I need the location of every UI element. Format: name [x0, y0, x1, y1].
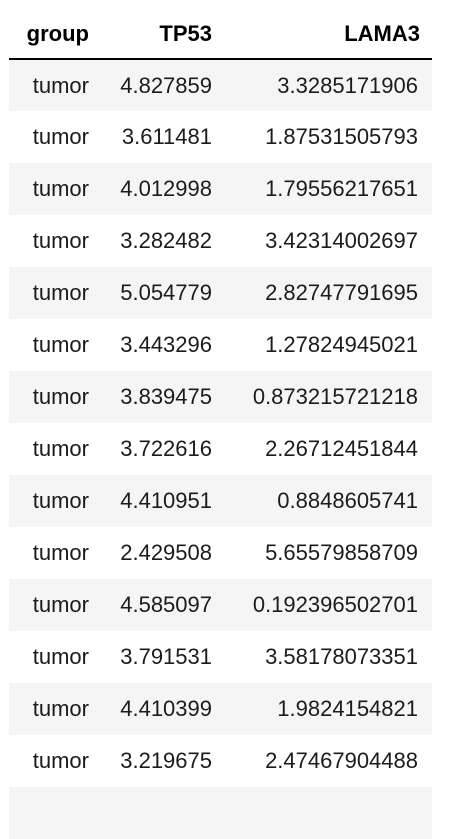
- column-header-tp53: TP53: [97, 9, 224, 60]
- table-row: tumor 3.219675 2.47467904488: [9, 735, 432, 787]
- cell-tp53: 3.722616: [120, 436, 212, 461]
- cell-group: tumor: [32, 644, 89, 669]
- cell-group: tumor: [32, 124, 89, 149]
- cell-tp53: 3.282482: [120, 228, 212, 253]
- cell-tp53: 4.410951: [120, 488, 212, 513]
- table-header: group TP53 LAMA3: [9, 9, 432, 60]
- cell-lama3: 2.82747791695: [265, 280, 418, 305]
- data-table-container: group TP53 LAMA3 tumor 4.827859 3.328517…: [9, 9, 432, 839]
- cell-lama3: 0.873215721218: [252, 384, 418, 409]
- column-header-group: group: [9, 9, 97, 60]
- cell-group: tumor: [32, 696, 89, 721]
- cell-lama3: [224, 787, 432, 839]
- table-row: tumor 4.410951 0.8848605741: [9, 475, 432, 527]
- cell-lama3: 1.87531505793: [265, 124, 418, 149]
- cell-tp53: [97, 787, 224, 839]
- cell-lama3: 1.27824945021: [265, 332, 418, 357]
- cell-tp53: 5.054779: [120, 280, 212, 305]
- cell-lama3: 3.3285171906: [277, 72, 418, 98]
- cell-group: tumor: [32, 176, 89, 201]
- cell-tp53: 3.839475: [120, 384, 212, 409]
- cell-tp53: 3.611481: [121, 124, 212, 149]
- table-row: tumor 3.722616 2.26712451844: [9, 423, 432, 475]
- table-body: tumor 4.827859 3.3285171906 tumor 3.6114…: [9, 59, 432, 839]
- cell-tp53: 4.585097: [120, 592, 212, 617]
- cell-lama3: 0.192396502701: [252, 592, 418, 617]
- cell-tp53: 4.012998: [120, 176, 212, 201]
- table-row: tumor 4.585097 0.192396502701: [9, 579, 432, 631]
- cell-lama3: 2.26712451844: [265, 436, 418, 461]
- cell-group: tumor: [32, 488, 89, 513]
- table-row: tumor 4.410399 1.9824154821: [9, 683, 432, 735]
- cell-tp53: 4.410399: [120, 696, 212, 721]
- table-row: tumor 3.791531 3.58178073351: [9, 631, 432, 683]
- cell-lama3: 3.58178073351: [265, 644, 418, 669]
- cell-group: tumor: [32, 332, 89, 357]
- cell-lama3: 3.42314002697: [265, 228, 418, 253]
- table-row-partial: [9, 787, 432, 839]
- table-row: tumor 3.443296 1.27824945021: [9, 319, 432, 371]
- cell-tp53: 3.219675: [120, 748, 212, 773]
- table-row: tumor 3.839475 0.873215721218: [9, 371, 432, 423]
- cell-tp53: 3.443296: [120, 332, 212, 357]
- table-row: tumor 4.827859 3.3285171906: [9, 59, 432, 111]
- cell-lama3: 0.8848605741: [277, 488, 418, 513]
- table-row: tumor 2.429508 5.65579858709: [9, 527, 432, 579]
- data-table: group TP53 LAMA3 tumor 4.827859 3.328517…: [9, 9, 432, 839]
- table-row: tumor 5.054779 2.82747791695: [9, 267, 432, 319]
- cell-group: tumor: [32, 280, 89, 305]
- table-row: tumor 3.611481 1.87531505793: [9, 111, 432, 163]
- header-row: group TP53 LAMA3: [9, 9, 432, 60]
- cell-lama3: 5.65579858709: [265, 540, 418, 565]
- cell-tp53: 2.429508: [120, 540, 212, 565]
- cell-lama3: 2.47467904488: [265, 748, 418, 773]
- cell-group: tumor: [32, 228, 89, 253]
- cell-group: tumor: [32, 592, 89, 617]
- column-header-lama3: LAMA3: [224, 9, 432, 60]
- cell-group: [9, 787, 97, 839]
- cell-lama3: 1.9824154821: [277, 696, 418, 721]
- cell-group: tumor: [32, 748, 89, 773]
- cell-group: tumor: [32, 384, 89, 409]
- table-row: tumor 3.282482 3.42314002697: [9, 215, 432, 267]
- cell-tp53: 4.827859: [120, 72, 212, 98]
- table-row: tumor 4.012998 1.79556217651: [9, 163, 432, 215]
- cell-tp53: 3.791531: [120, 644, 212, 669]
- cell-lama3: 1.79556217651: [265, 176, 418, 201]
- cell-group: tumor: [32, 540, 89, 565]
- cell-group: tumor: [32, 436, 89, 461]
- cell-group: tumor: [32, 72, 89, 98]
